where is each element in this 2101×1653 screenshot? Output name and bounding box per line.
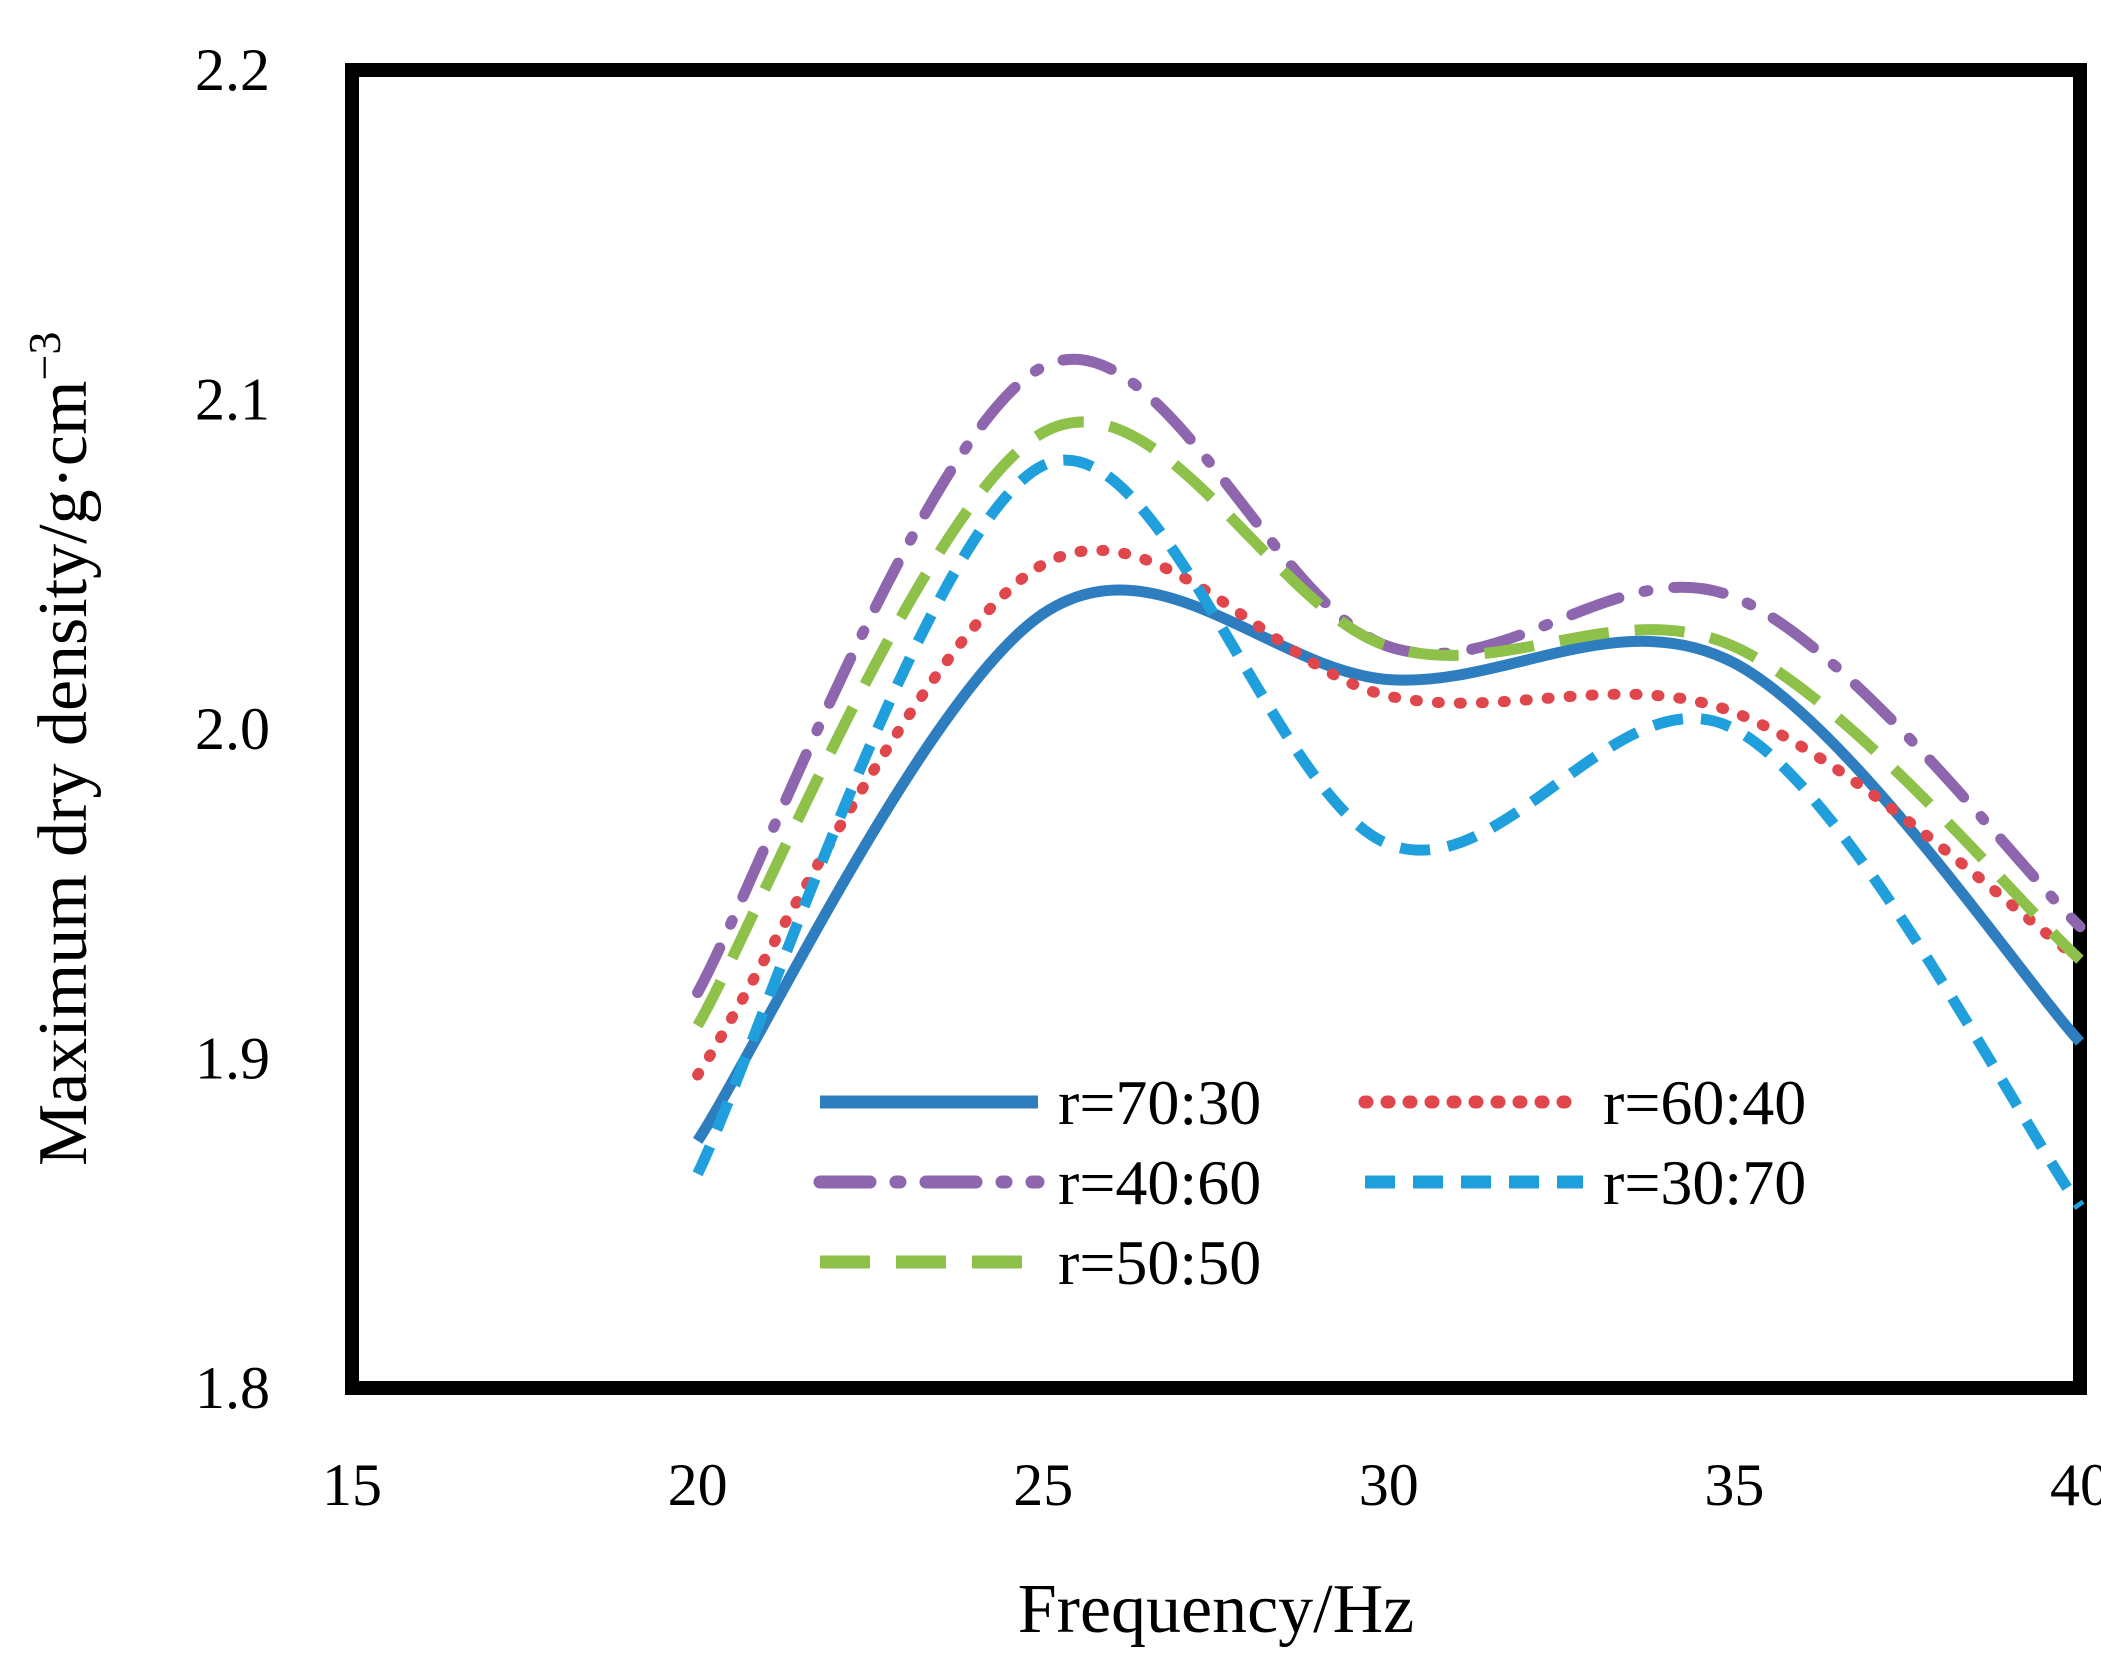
series-line-r-50-50 [692, 416, 2084, 1029]
legend-label: r=40:60 [1058, 1147, 1261, 1218]
y-axis-title: Maximum dry density/g·cm−3 [19, 332, 102, 1166]
plot-frame [345, 63, 2087, 1395]
legend: r=70:30 r=60:40 r=40:60 r=30:70 r=50:50 [813, 1067, 1806, 1298]
legend-label: r=60:40 [1603, 1067, 1806, 1138]
y-axis-title-text: Maximum dry density/g·cm [25, 381, 102, 1166]
series-lines [692, 353, 2086, 1211]
x-tick-label: 15 [322, 1452, 382, 1518]
y-tick-labels: 1.8 1.9 2.0 2.1 2.2 [195, 37, 270, 1421]
y-tick-label: 1.8 [195, 1355, 270, 1421]
y-tick-label: 2.1 [195, 367, 270, 433]
series-line-r-60-40 [692, 545, 2086, 1081]
y-tick-label: 2.2 [195, 37, 270, 103]
x-tick-label: 40 [2050, 1452, 2101, 1518]
x-tick-label: 25 [1013, 1452, 1073, 1518]
series-line-r-70-30 [692, 584, 2085, 1144]
x-tick-label: 35 [1704, 1452, 1764, 1518]
y-tick-label: 1.9 [195, 1026, 270, 1092]
x-tick-labels: 15 20 25 30 35 40 [322, 1452, 2101, 1518]
series-line-r-30-70 [692, 454, 2085, 1211]
y-tick-label: 2.0 [195, 696, 270, 762]
x-axis-title: Frequency/Hz [1018, 1571, 1415, 1648]
x-tick-label: 20 [668, 1452, 728, 1518]
legend-label: r=50:50 [1058, 1227, 1261, 1298]
legend-label: r=30:70 [1603, 1147, 1806, 1218]
legend-label: r=70:30 [1058, 1067, 1261, 1138]
y-axis-title-exponent: −3 [19, 332, 70, 381]
x-tick-label: 30 [1359, 1452, 1419, 1518]
